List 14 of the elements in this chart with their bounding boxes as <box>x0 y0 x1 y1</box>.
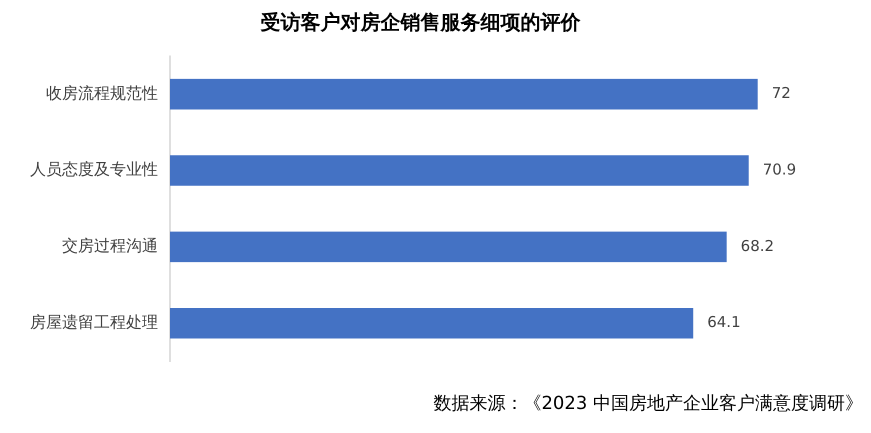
bar <box>170 232 727 262</box>
data-label: 72 <box>772 84 791 102</box>
chart-title: 受访客户对房企销售服务细项的评价 <box>260 10 582 34</box>
data-label: 68.2 <box>740 236 774 255</box>
bar <box>170 308 694 338</box>
y-tick-label: 人员态度及专业性 <box>30 160 158 179</box>
y-tick-label: 交房过程沟通 <box>62 236 158 256</box>
y-tick-label: 房屋遗留工程处理 <box>30 312 158 332</box>
y-tick-label: 收房流程规范性 <box>46 83 158 102</box>
bar <box>170 155 749 186</box>
data-label: 70.9 <box>762 160 796 178</box>
source-note: 数据来源：《2023 中国房地产企业客户满意度调研》 <box>432 392 863 415</box>
data-label: 64.1 <box>707 313 741 332</box>
bar <box>170 78 758 110</box>
